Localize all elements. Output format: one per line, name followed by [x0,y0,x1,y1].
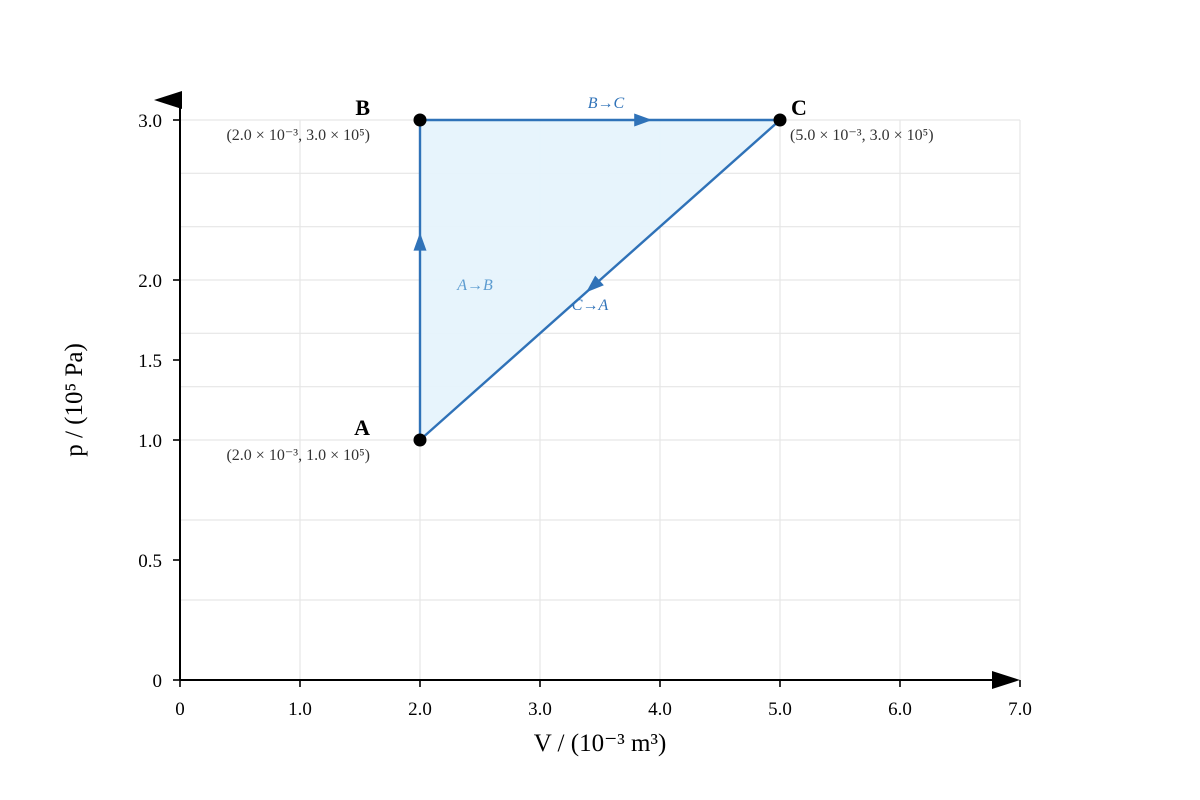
process-label-ab: A→B [456,277,493,294]
y-axis-title: p / (10⁵ Pa) [61,343,88,457]
x-tick-label: 0 [175,699,185,720]
point-coord-c: (5.0 × 10⁻³, 3.0 × 10⁵) [790,127,934,144]
cycle-paths [413,113,781,441]
point-b [413,113,427,127]
process-arrow-ab [413,232,427,251]
x-tick-label: 3.0 [528,699,552,720]
point-coord-b: (2.0 × 10⁻³, 3.0 × 10⁵) [226,127,370,144]
point-c [773,113,787,127]
x-tick-label: 6.0 [888,699,912,720]
process-label-bc: B→C [588,95,625,112]
process-line-ca [419,119,781,441]
x-axis-arrow [992,671,1020,689]
x-tick-label: 1.0 [288,699,312,720]
process-label-ca: C→A [572,297,609,314]
y-tick-label: 3.0 [138,111,162,132]
x-tick-label: 2.0 [408,699,432,720]
annotations: A (2.0 × 10⁻³, 1.0 × 10⁵) B (2.0 × 10⁻³, 3.… [226,95,933,464]
point-label-b: B [355,95,370,120]
state-points [413,113,787,447]
x-tick-label: 7.0 [1008,699,1032,720]
axes [154,91,1021,689]
y-tick-label: 0.5 [138,551,162,572]
y-tick-label: 1.5 [138,351,162,372]
x-axis-title: V / (10⁻³ m³) [534,730,667,757]
y-tick-label: 1.0 [138,431,162,452]
x-tick-label: 5.0 [768,699,792,720]
y-tick-label: 2.0 [138,271,162,292]
y-axis-arrow [154,91,182,109]
y-tick-label: 0 [153,671,163,692]
point-label-c: C [791,95,807,120]
tick-labels: 0 1.0 2.0 3.0 4.0 5.0 6.0 7.0 0 0.5 1.0 1.5 2.0 3.0 [138,111,1032,720]
x-tick-label: 4.0 [648,699,672,720]
point-coord-a: (2.0 × 10⁻³, 1.0 × 10⁵) [226,447,370,464]
point-label-a: A [354,415,370,440]
process-arrow-ca [586,275,604,293]
process-arrow-bc [634,113,653,127]
point-a [413,433,427,447]
